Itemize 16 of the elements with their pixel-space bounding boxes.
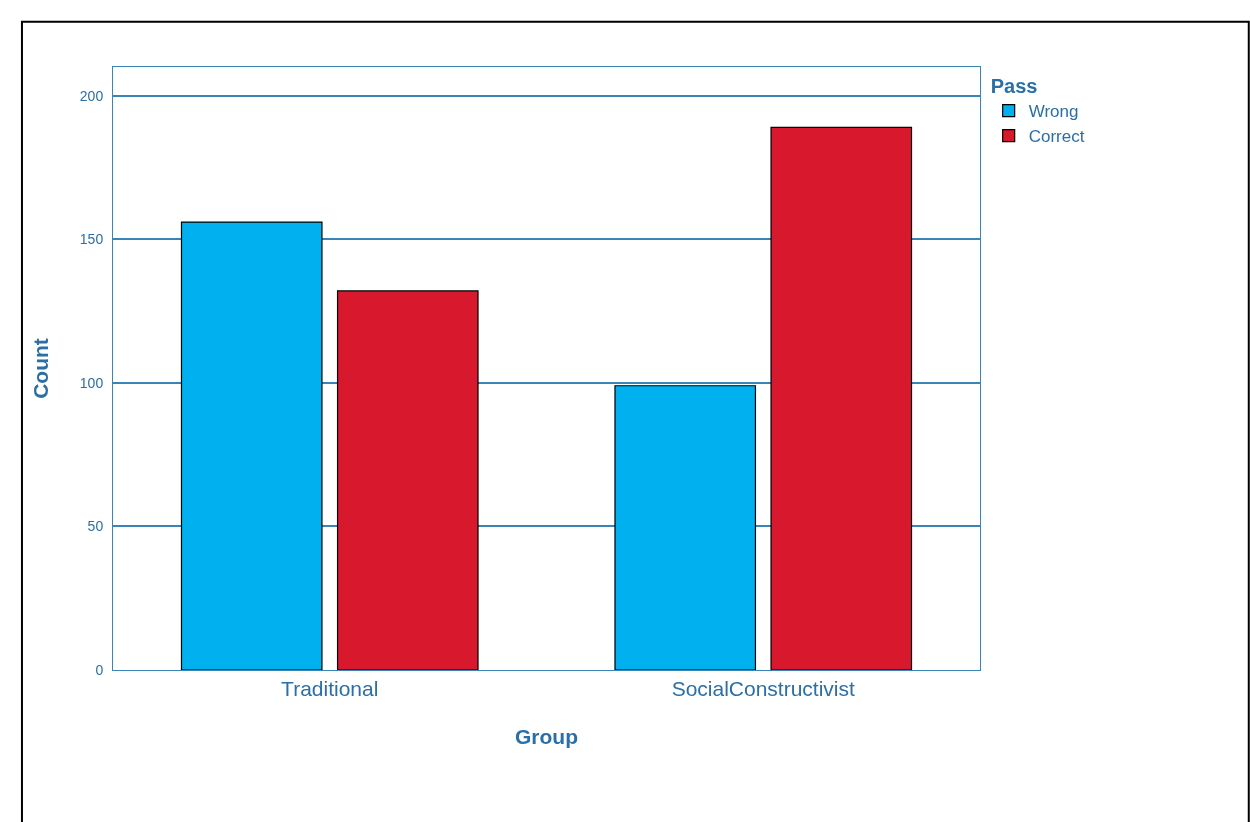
y-axis-title: Count	[28, 338, 52, 399]
legend-title: Pass	[990, 75, 1038, 97]
x-tick-label: Traditional	[281, 677, 379, 701]
legend-label: Correct	[1028, 127, 1085, 147]
y-tick-label: 100	[79, 374, 104, 391]
y-tick-label: 200	[79, 87, 104, 104]
legend-label: Wrong	[1028, 102, 1079, 122]
y-tick-label: 150	[79, 231, 104, 248]
x-axis-title: Group	[515, 725, 578, 749]
bar	[614, 385, 757, 670]
bar	[180, 221, 323, 670]
bar	[770, 126, 913, 670]
bar	[336, 290, 479, 670]
y-tick-label: 50	[87, 518, 104, 535]
y-tick-label: 0	[95, 661, 104, 678]
x-tick-label: SocialConstructivist	[671, 677, 856, 701]
